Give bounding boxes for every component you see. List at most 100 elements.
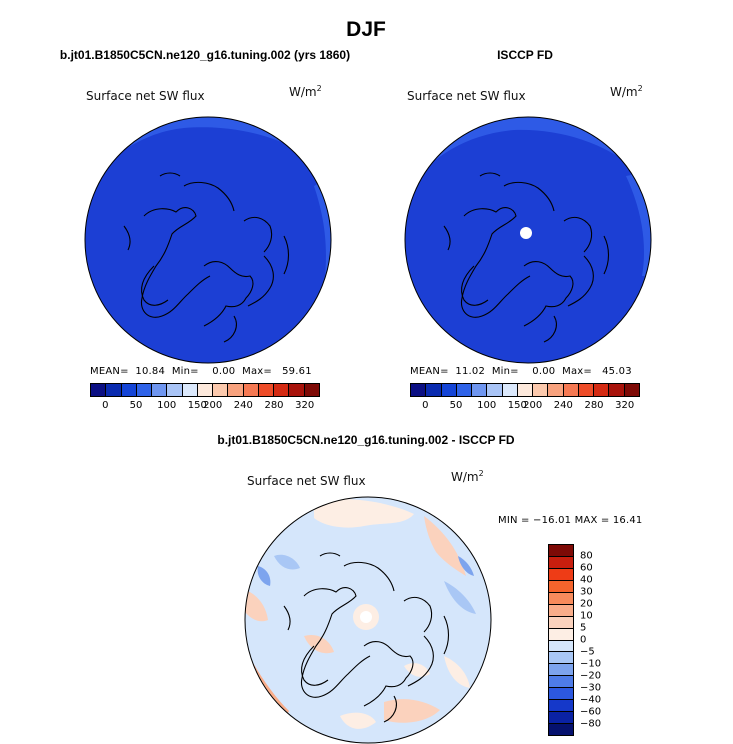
colorbar-tick-label: 10 bbox=[580, 610, 593, 622]
colorbar-swatch bbox=[624, 384, 639, 396]
colorbar-swatch bbox=[289, 384, 305, 396]
panel2-pole-hole bbox=[520, 227, 532, 239]
diff-variable-label: Surface net SW flux bbox=[247, 474, 366, 488]
colorbar-tick-label: 0 bbox=[580, 634, 587, 646]
colorbar-swatch bbox=[136, 384, 153, 396]
colorbar-swatch bbox=[578, 384, 595, 396]
panel1-stats: MEAN= 10.84 Min= 0.00 Max= 59.61 bbox=[90, 366, 312, 377]
colorbar-swatch bbox=[548, 384, 564, 396]
colorbar-tick-label: 80 bbox=[580, 550, 593, 562]
colorbar-swatch bbox=[91, 384, 107, 396]
panel1-colorbar bbox=[90, 383, 320, 397]
panel2-map bbox=[404, 116, 652, 364]
colorbar-swatch bbox=[533, 384, 549, 396]
colorbar-swatch bbox=[456, 384, 473, 396]
panel1-coastlines bbox=[123, 172, 290, 343]
colorbar-tick-label: −5 bbox=[580, 646, 595, 658]
colorbar-tick-label: −10 bbox=[580, 658, 602, 670]
diff-warm-region bbox=[314, 498, 414, 528]
panel2-units: W/m2 bbox=[610, 84, 643, 99]
colorbar-swatch bbox=[609, 384, 625, 396]
colorbar-tick-label: 200 bbox=[203, 400, 223, 411]
colorbar-swatch bbox=[213, 384, 229, 396]
colorbar-swatch bbox=[411, 384, 427, 396]
colorbar-swatch bbox=[549, 592, 573, 605]
colorbar-swatch bbox=[274, 384, 290, 396]
colorbar-tick-label: 100 bbox=[477, 400, 497, 411]
colorbar-swatch bbox=[549, 580, 573, 593]
colorbar-tick-label: 200 bbox=[523, 400, 543, 411]
panel2-colorbar bbox=[410, 383, 640, 397]
colorbar-swatch bbox=[549, 640, 573, 653]
colorbar-tick-label: −40 bbox=[580, 694, 602, 706]
colorbar-tick-label: 320 bbox=[295, 400, 315, 411]
colorbar-swatch bbox=[549, 568, 573, 581]
colorbar-swatch bbox=[549, 676, 573, 689]
figure-title: DJF bbox=[346, 18, 386, 41]
colorbar-swatch bbox=[549, 545, 573, 557]
colorbar-tick-label: 30 bbox=[580, 586, 593, 598]
panel2-variable-label: Surface net SW flux bbox=[407, 89, 526, 103]
colorbar-swatch bbox=[549, 700, 573, 713]
colorbar-swatch bbox=[487, 384, 503, 396]
colorbar-tick-label: 0 bbox=[422, 400, 429, 411]
colorbar-swatch bbox=[563, 384, 579, 396]
colorbar-swatch bbox=[472, 384, 488, 396]
panel1-map bbox=[84, 116, 332, 364]
colorbar-swatch bbox=[121, 384, 137, 396]
colorbar-swatch bbox=[549, 652, 573, 665]
diff-colorbar bbox=[548, 544, 574, 736]
panel2-stats: MEAN= 11.02 Min= 0.00 Max= 45.03 bbox=[410, 366, 632, 377]
diff-units: W/m2 bbox=[451, 469, 484, 484]
colorbar-swatch bbox=[549, 616, 573, 629]
colorbar-tick-label: 20 bbox=[580, 598, 593, 610]
colorbar-swatch bbox=[304, 384, 319, 396]
panel1-variable-label: Surface net SW flux bbox=[86, 89, 205, 103]
diff-case-title: b.jt01.B1850C5CN.ne120_g16.tuning.002 - … bbox=[217, 433, 515, 447]
colorbar-swatch bbox=[228, 384, 244, 396]
colorbar-swatch bbox=[152, 384, 168, 396]
colorbar-tick-label: 320 bbox=[615, 400, 635, 411]
colorbar-tick-label: 5 bbox=[580, 622, 587, 634]
diff-map bbox=[244, 496, 492, 744]
colorbar-tick-label: 50 bbox=[449, 400, 463, 411]
panel2-edge-band bbox=[405, 117, 651, 191]
colorbar-tick-label: 50 bbox=[129, 400, 143, 411]
colorbar-swatch bbox=[549, 628, 573, 641]
colorbar-swatch bbox=[197, 384, 214, 396]
colorbar-tick-label: 40 bbox=[580, 574, 593, 586]
colorbar-tick-label: −80 bbox=[580, 718, 602, 730]
colorbar-swatch bbox=[167, 384, 183, 396]
colorbar-swatch bbox=[441, 384, 457, 396]
diff-minmax: MIN = −16.01 MAX = 16.41 bbox=[498, 515, 643, 526]
colorbar-tick-label: 150 bbox=[187, 400, 207, 411]
colorbar-swatch bbox=[258, 384, 275, 396]
colorbar-swatch bbox=[549, 712, 573, 725]
colorbar-swatch bbox=[426, 384, 442, 396]
colorbar-swatch bbox=[502, 384, 518, 396]
colorbar-swatch bbox=[594, 384, 610, 396]
colorbar-tick-label: 150 bbox=[507, 400, 527, 411]
colorbar-tick-label: −30 bbox=[580, 682, 602, 694]
colorbar-swatch bbox=[549, 724, 573, 735]
colorbar-swatch bbox=[549, 604, 573, 617]
colorbar-tick-label: 240 bbox=[233, 400, 253, 411]
colorbar-tick-label: 60 bbox=[580, 562, 593, 574]
diff-pole-hole bbox=[360, 611, 372, 623]
colorbar-swatch bbox=[549, 556, 573, 569]
colorbar-tick-label: 280 bbox=[584, 400, 604, 411]
colorbar-swatch bbox=[106, 384, 122, 396]
colorbar-swatch bbox=[549, 664, 573, 677]
panel1-units: W/m2 bbox=[289, 84, 322, 99]
panel1-case-title: b.jt01.B1850C5CN.ne120_g16.tuning.002 (y… bbox=[59, 48, 351, 62]
colorbar-tick-label: 100 bbox=[157, 400, 177, 411]
colorbar-tick-label: −20 bbox=[580, 670, 602, 682]
colorbar-swatch bbox=[243, 384, 259, 396]
colorbar-tick-label: 280 bbox=[264, 400, 284, 411]
panel1-field bbox=[85, 117, 331, 363]
panel2-case-title: ISCCP FD bbox=[497, 48, 553, 62]
colorbar-tick-label: 240 bbox=[553, 400, 573, 411]
panel2-coastlines bbox=[443, 172, 610, 343]
diff-coastlines bbox=[283, 552, 450, 723]
colorbar-swatch bbox=[549, 688, 573, 701]
